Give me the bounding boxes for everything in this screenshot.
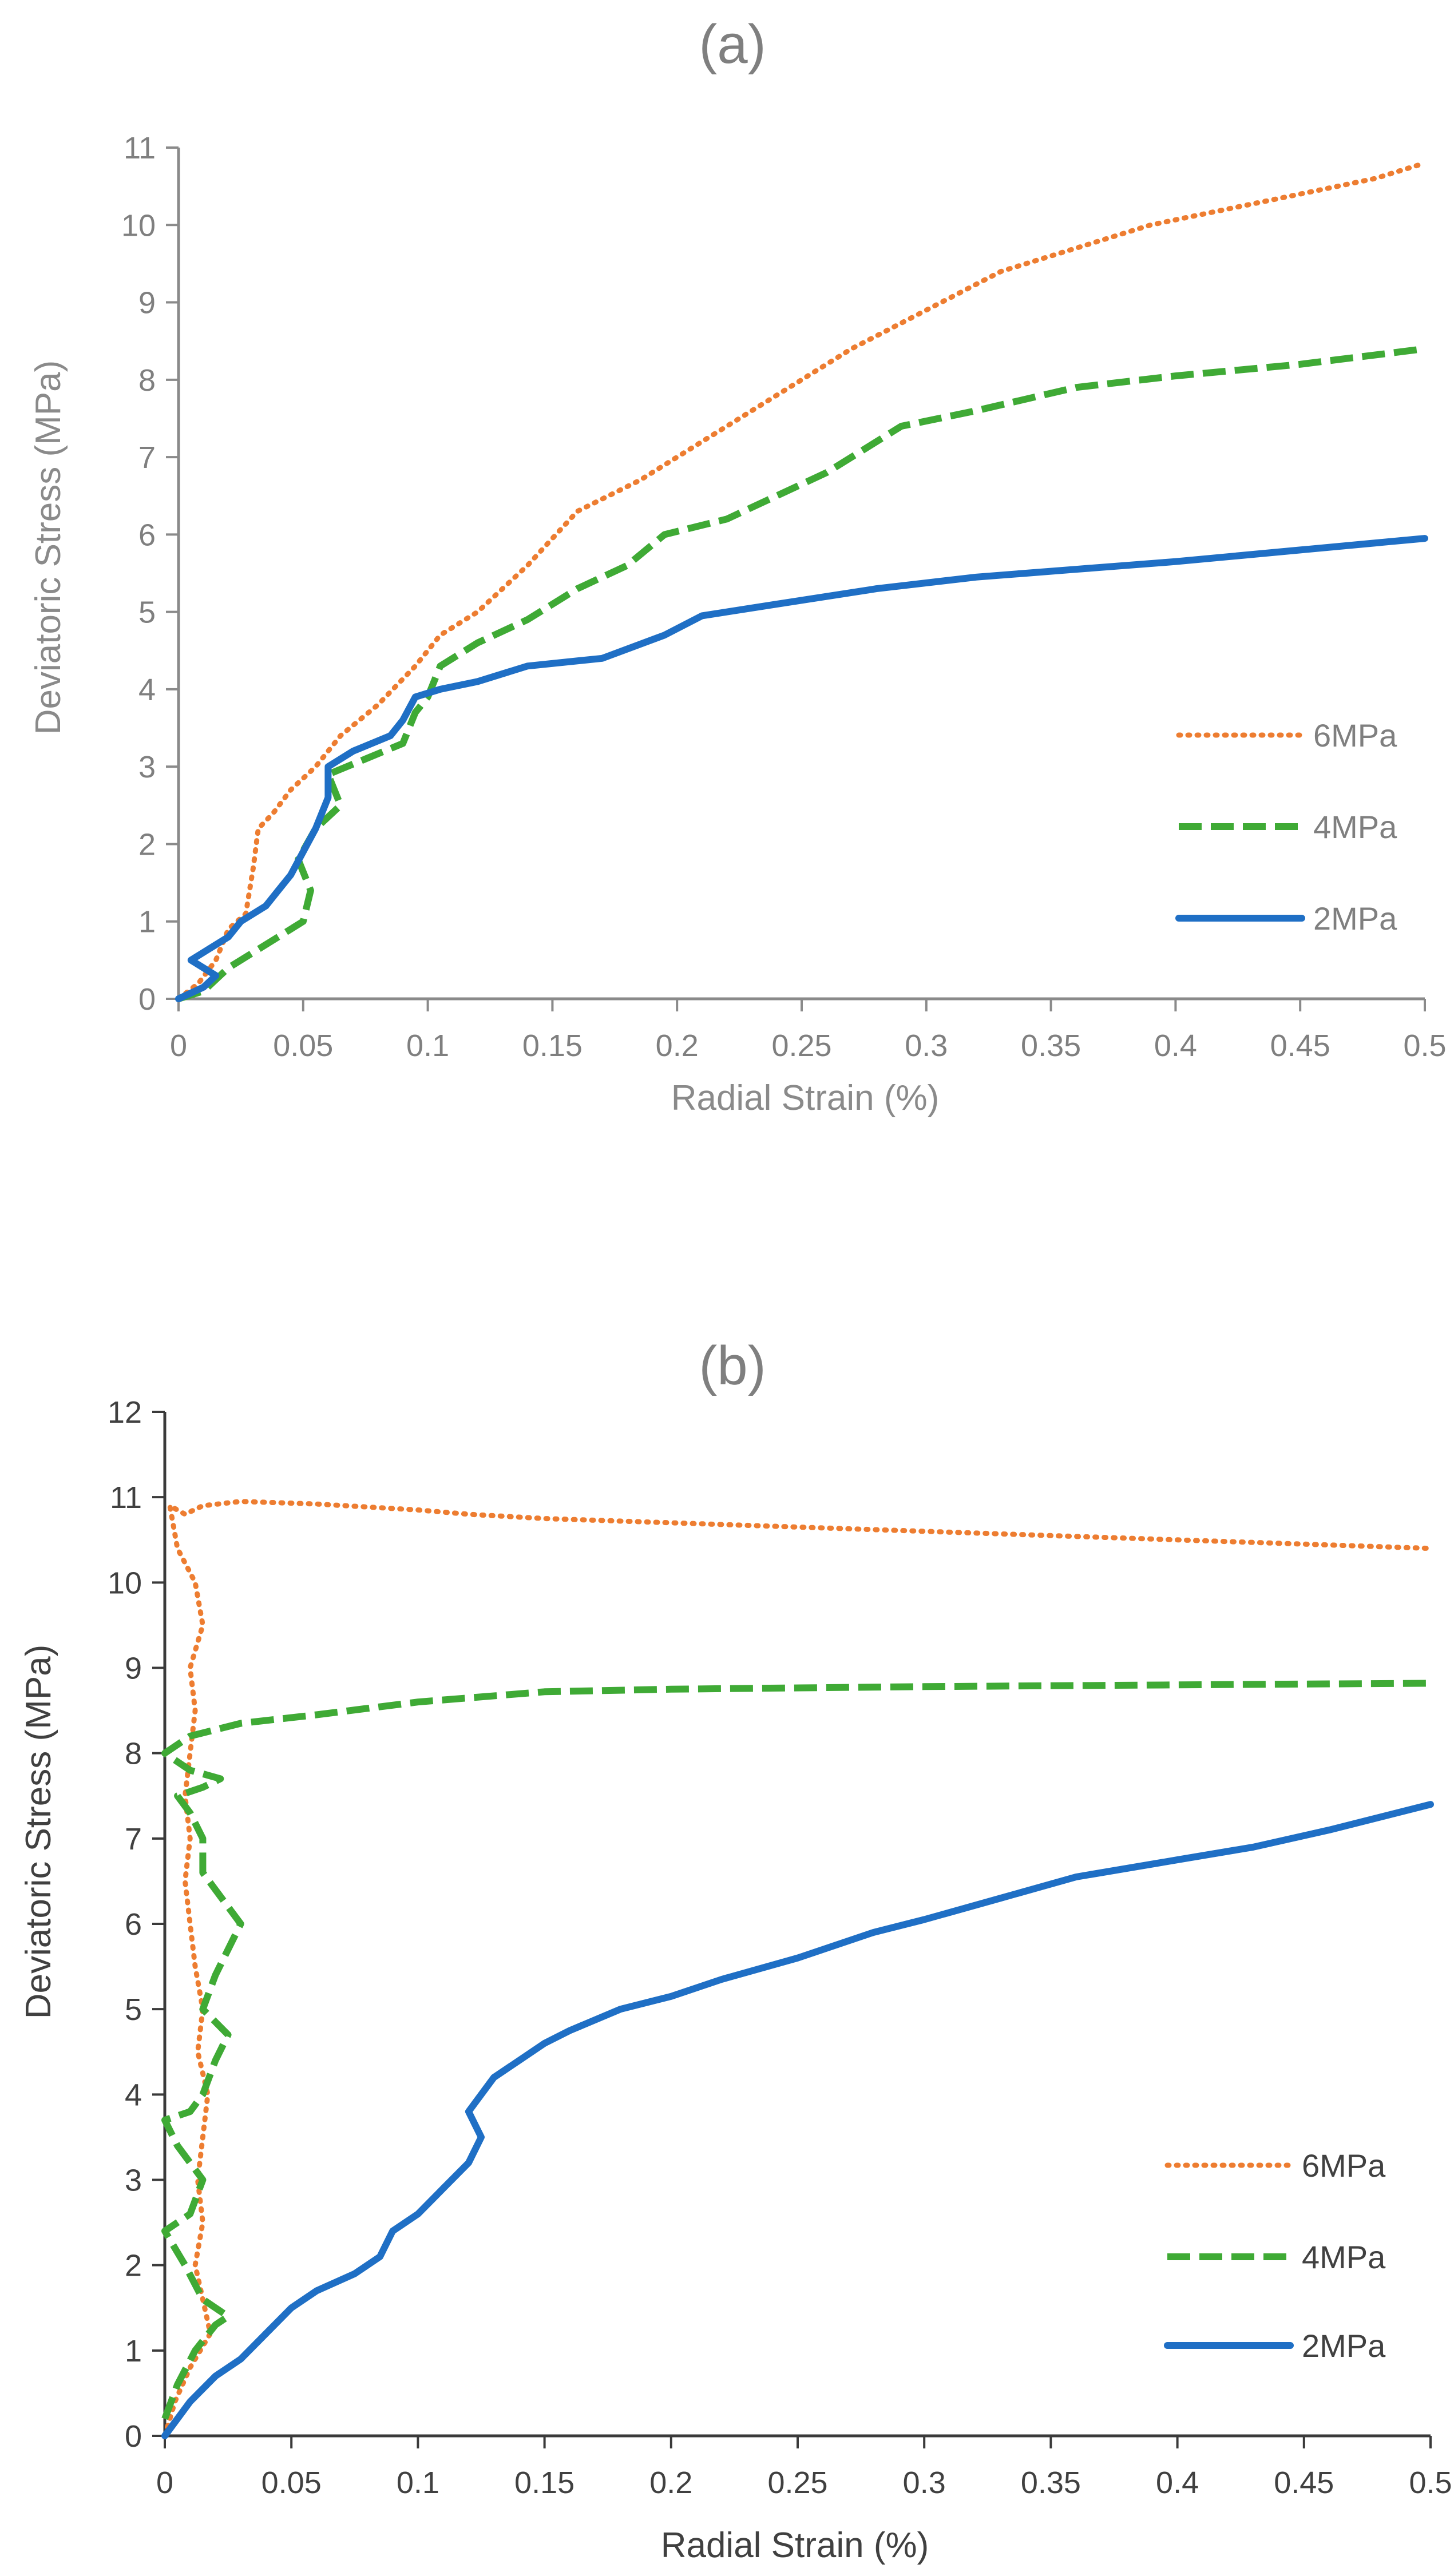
chart-a-y-tick-label: 8 <box>138 363 156 398</box>
chart-b-legend-label: 6MPa <box>1302 2148 1386 2184</box>
chart-b-x-tick-label: 0.25 <box>767 2466 827 2500</box>
chart-a-legend-label: 2MPa <box>1313 900 1397 936</box>
chart-a-x-tick-label: 0.45 <box>1270 1029 1330 1063</box>
chart-b-y-tick-label: 8 <box>125 1737 142 1771</box>
chart-b-series-4MPa <box>161 1680 1431 2420</box>
chart-a-x-tick-label: 0.15 <box>522 1029 583 1063</box>
chart-b-series <box>161 1499 1434 2439</box>
chart-a-y-tick-label: 2 <box>138 827 156 862</box>
chart-b-y-tick-label: 4 <box>125 2078 142 2112</box>
chart-b-y-tick-label: 9 <box>125 1652 142 1686</box>
chart-a-x-tick-label: 0.1 <box>406 1029 449 1063</box>
chart-b-y-tick-label: 0 <box>125 2419 142 2454</box>
chart-b-x-tick-label: 0.05 <box>262 2466 322 2500</box>
chart-a-ylabel: Deviatoric Stress (MPa) <box>29 360 68 735</box>
chart-b-legend-label: 2MPa <box>1302 2328 1386 2364</box>
chart-b-y-tick-label: 6 <box>125 1907 142 1942</box>
chart-b-y-tick-label: 12 <box>108 1395 142 1430</box>
chart-b-y-tick-label: 5 <box>125 1992 142 2027</box>
chart-a-legend: 6MPa 4MPa 2MPa <box>1175 717 1397 936</box>
chart-b-series-6MPa <box>162 1499 1433 2439</box>
chart-b-xlabel: Radial Strain (%) <box>661 2526 929 2565</box>
chart-a-y-tick-label: 11 <box>124 131 156 165</box>
chart-b-x-tick-label: 0 <box>156 2466 173 2500</box>
chart-a-series-6MPa <box>176 160 1428 1002</box>
chart-b-y-tick-label: 1 <box>125 2334 142 2368</box>
chart-a-x-tick-label: 0.25 <box>771 1029 831 1063</box>
chart-b-x-tick-label: 0.5 <box>1409 2466 1452 2500</box>
chart-b-x-tick-label: 0.3 <box>903 2466 946 2500</box>
chart-b-y-tick-label: 7 <box>125 1822 142 1856</box>
chart-a-series-2MPa <box>175 535 1428 1002</box>
chart-b-x-tick-label: 0.35 <box>1021 2466 1081 2500</box>
chart-a-x-tick-label: 0.3 <box>905 1029 948 1063</box>
chart-a-y-tick-label: 3 <box>138 750 156 784</box>
chart-a-y-tick-label: 7 <box>138 440 156 475</box>
chart-a-y-tick-label: 5 <box>138 596 156 630</box>
chart-a-y-tick-label: 1 <box>138 905 156 939</box>
chart-a-y-tick-label: 10 <box>121 208 156 243</box>
chart-b-x-tick-label: 0.4 <box>1156 2466 1199 2500</box>
chart-a-legend-label: 4MPa <box>1313 809 1397 845</box>
chart-a-x-tick-label: 0.35 <box>1021 1029 1081 1063</box>
chart-a-x-tick-label: 0.2 <box>656 1029 699 1063</box>
chart-a-title: (a) <box>699 14 766 75</box>
chart-b-title: (b) <box>699 1335 766 1396</box>
chart-a-xlabel: Radial Strain (%) <box>671 1078 940 1118</box>
panel-b: (b) Deviatoric Stress (MPa) Radial Strai… <box>19 1335 1452 2565</box>
chart-b-series-2MPa <box>161 1801 1434 2439</box>
chart-b-x-tick-label: 0.15 <box>514 2466 575 2500</box>
chart-a-series-4MPa <box>177 345 1425 1002</box>
chart-b-legend: 6MPa 4MPa 2MPa <box>1164 2148 1386 2364</box>
chart-b-legend-label: 4MPa <box>1302 2239 1386 2275</box>
chart-a-y-tick-label: 6 <box>138 518 156 552</box>
chart-a-legend-label: 6MPa <box>1313 717 1397 753</box>
chart-b-x-tick-label: 0.45 <box>1274 2466 1334 2500</box>
chart-b-y-tick-label: 2 <box>125 2249 142 2283</box>
panel-a: (a) Deviatoric Stress (MPa) Radial Strai… <box>29 14 1447 1118</box>
chart-b-y-tick-label: 11 <box>110 1480 142 1515</box>
chart-a-axes: 0 1 2 3 4 5 6 7 8 9 10 11 0 0.05 0.1 0.15 0.2 0.25 0.3 0.35… <box>121 131 1447 1063</box>
chart-b-y-tick-label: 10 <box>108 1566 142 1600</box>
chart-a-y-tick-label: 0 <box>138 982 156 1017</box>
chart-b-ylabel: Deviatoric Stress (MPa) <box>19 1645 58 2019</box>
chart-a-x-tick-label: 0.5 <box>1403 1029 1446 1063</box>
chart-b-x-tick-label: 0.2 <box>649 2466 692 2500</box>
chart-a-series <box>175 160 1428 1002</box>
chart-b-y-tick-label: 3 <box>125 2164 142 2198</box>
chart-a-x-tick-label: 0.4 <box>1154 1029 1197 1063</box>
chart-a-x-tick-label: 0.05 <box>273 1029 333 1063</box>
chart-a-x-tick-label: 0 <box>170 1029 187 1063</box>
chart-a-y-tick-label: 4 <box>138 673 156 707</box>
chart-b-x-tick-label: 0.1 <box>397 2466 439 2500</box>
chart-a-y-tick-label: 9 <box>138 286 156 320</box>
